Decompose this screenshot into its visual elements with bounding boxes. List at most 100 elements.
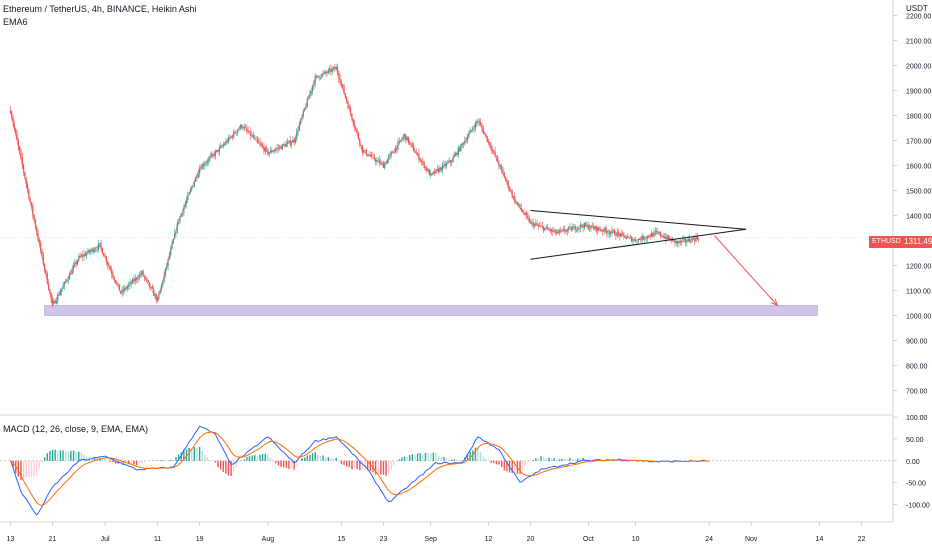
candle-body <box>137 278 139 280</box>
candle-body <box>314 75 316 85</box>
macd-histogram-bar <box>571 459 574 461</box>
candle-body <box>679 240 681 243</box>
candle-body <box>193 181 195 187</box>
price-tick-label: 1900.00 <box>906 89 931 96</box>
macd-histogram-bar <box>432 452 435 461</box>
candle-body <box>656 231 658 232</box>
macd-histogram-bar <box>556 459 558 461</box>
candle-body <box>541 225 543 227</box>
macd-histogram-bar <box>348 460 351 468</box>
macd-histogram-bar <box>398 459 400 461</box>
ema6-line[interactable] <box>10 67 699 307</box>
candle-body <box>428 169 431 176</box>
candle-body <box>666 235 668 240</box>
candle-body <box>658 232 660 234</box>
candle-body <box>357 132 360 140</box>
candle-body <box>694 238 696 242</box>
macd-histogram-bar <box>193 447 196 461</box>
macd-histogram-bar <box>112 460 114 463</box>
candle-body <box>604 227 607 231</box>
candle-body <box>562 229 564 230</box>
macd-histogram-bar <box>293 460 295 470</box>
candle-body <box>151 286 153 289</box>
ema-legend[interactable]: EMA6 <box>3 17 28 27</box>
macd-histogram-bar <box>41 460 43 463</box>
candle-body <box>317 75 319 77</box>
candle-body <box>329 68 331 70</box>
candle-body <box>166 266 168 269</box>
macd-histogram-bar <box>127 460 130 465</box>
candle-body <box>74 262 76 266</box>
macd-line[interactable] <box>10 425 710 516</box>
candle-body <box>620 232 622 237</box>
macd-histogram-bar <box>506 460 508 472</box>
candle-body <box>540 225 542 227</box>
candle-body <box>574 226 576 231</box>
macd-histogram-bar <box>30 460 33 477</box>
candle-body <box>284 144 286 147</box>
candle-body <box>431 172 433 174</box>
candle-body <box>438 168 440 173</box>
macd-histogram-bar <box>511 460 513 473</box>
candle-body <box>51 298 54 304</box>
macd-histogram-bar <box>306 455 308 461</box>
candle-body <box>590 225 592 229</box>
candle-body <box>71 268 73 275</box>
macd-histogram-bar <box>451 459 453 461</box>
candle-body <box>659 232 662 236</box>
candle-body <box>265 147 268 150</box>
projection-arrow[interactable] <box>714 235 778 306</box>
macd-histogram-bar <box>335 457 337 461</box>
macd-legend[interactable]: MACD (12, 26, close, 9, EMA, EMA) <box>3 424 149 434</box>
candle-body <box>334 67 336 69</box>
candle-body <box>23 164 25 173</box>
macd-tick-label: 0.00 <box>906 459 920 466</box>
candle-body <box>197 173 199 178</box>
support-zone[interactable] <box>44 305 818 316</box>
macd-histogram-bar <box>230 460 232 476</box>
candle-body <box>507 181 509 188</box>
macd-histogram-bar <box>430 453 432 461</box>
candle-body <box>55 301 58 304</box>
candle-body <box>419 160 421 161</box>
macd-histogram-bar <box>135 460 138 466</box>
macd-histogram-bar <box>219 460 222 470</box>
candle-body <box>33 214 35 221</box>
candle-body <box>603 227 605 232</box>
candle-body <box>238 128 240 131</box>
macd-histogram-bar <box>259 454 261 461</box>
candle-body <box>294 138 297 143</box>
candle-body <box>332 67 335 69</box>
price-tick-label: 1500.00 <box>906 189 931 196</box>
candle-body <box>473 129 475 130</box>
price-tick-label: 800.00 <box>906 364 928 371</box>
candle-body <box>636 241 638 243</box>
signal-line[interactable] <box>10 431 710 506</box>
candle-body <box>686 241 688 243</box>
candle-body <box>336 66 339 74</box>
candle-body <box>321 74 323 78</box>
candle-body <box>88 250 90 253</box>
macd-histogram-bar <box>419 453 421 461</box>
candle-body <box>17 139 19 147</box>
macd-histogram-bar <box>15 460 17 474</box>
triangle-line-2[interactable] <box>530 228 746 260</box>
candle-body <box>80 255 83 257</box>
time-tick-label: Jul <box>101 536 110 543</box>
candle-body <box>162 281 164 285</box>
macd-histogram-bar <box>36 460 38 476</box>
candle-body <box>565 231 567 233</box>
candle-body <box>417 153 419 154</box>
candle-body <box>623 233 625 236</box>
candle-body <box>665 236 667 240</box>
candle-body <box>568 227 570 230</box>
candle-body <box>628 236 630 238</box>
macd-histogram-bar <box>246 456 248 461</box>
triangle-line-1[interactable] <box>530 210 746 230</box>
candle-body <box>315 75 318 77</box>
macd-histogram-bar <box>401 457 403 461</box>
candle-body <box>683 238 685 240</box>
candle-body <box>465 140 467 142</box>
candle-body <box>176 223 178 233</box>
